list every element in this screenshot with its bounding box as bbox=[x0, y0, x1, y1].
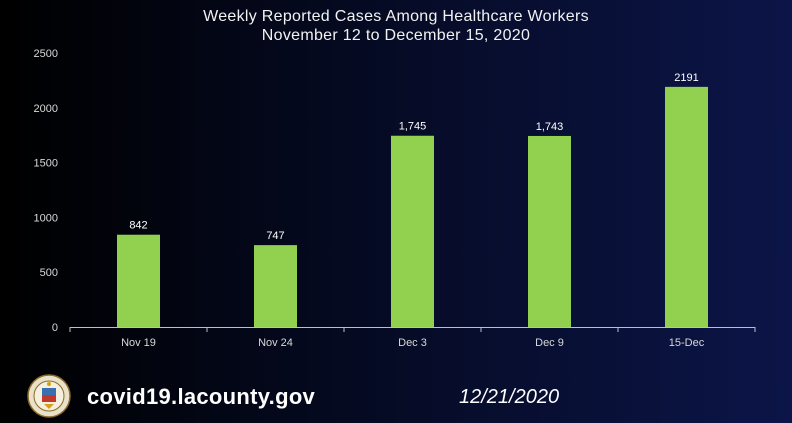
bar bbox=[528, 135, 571, 327]
y-tick-label: 2500 bbox=[34, 48, 58, 60]
x-tick-label: Nov 24 bbox=[258, 337, 293, 349]
bar-data-label: 1,743 bbox=[536, 121, 564, 133]
report-date: 12/21/2020 bbox=[459, 386, 560, 408]
bar bbox=[254, 245, 297, 327]
y-tick-label: 1000 bbox=[34, 212, 58, 224]
x-tick-label: Dec 9 bbox=[535, 337, 564, 349]
chart-title: Weekly Reported Cases Among Healthcare W… bbox=[203, 8, 589, 25]
bar bbox=[665, 86, 708, 328]
y-tick-label: 0 bbox=[52, 322, 58, 334]
y-axis: 0 500 1000 1500 2000 2500 bbox=[34, 48, 58, 334]
bar bbox=[391, 135, 434, 327]
la-county-seal-logo bbox=[27, 374, 71, 423]
bar-data-label: 842 bbox=[129, 220, 147, 232]
bars-group: 842 747 1,745 1,743 2191 bbox=[117, 72, 708, 328]
y-tick-label: 2000 bbox=[34, 103, 58, 115]
chart-subtitle: November 12 to December 15, 2020 bbox=[261, 27, 531, 44]
bar-data-label: 747 bbox=[266, 230, 284, 242]
bar bbox=[117, 234, 160, 327]
bar-data-label: 1,745 bbox=[399, 121, 427, 133]
y-tick-label: 500 bbox=[40, 267, 58, 279]
x-tick-label: Dec 3 bbox=[398, 337, 427, 349]
x-tick-label: Nov 19 bbox=[121, 337, 156, 349]
x-axis: Nov 19 Nov 24 Dec 3 Dec 9 15-Dec bbox=[69, 327, 756, 349]
x-tick-label: 15-Dec bbox=[669, 337, 705, 349]
y-tick-label: 1500 bbox=[34, 158, 58, 170]
website-url: covid19.lacounty.gov bbox=[87, 384, 316, 409]
bar-data-label: 2191 bbox=[674, 72, 698, 84]
